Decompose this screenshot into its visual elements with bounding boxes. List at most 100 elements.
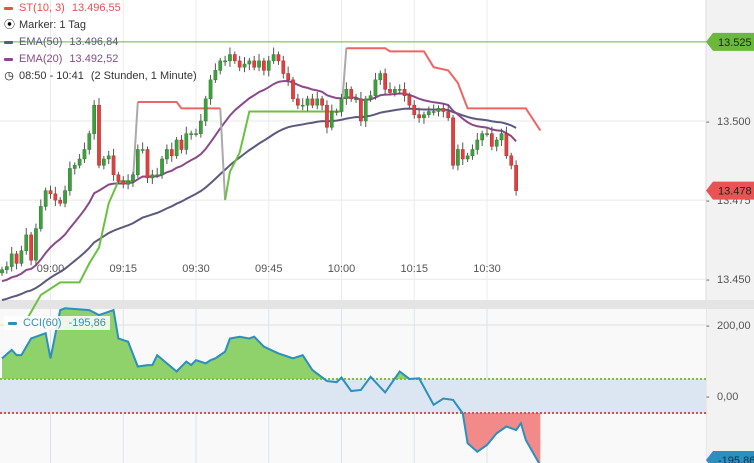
candle [228,47,232,67]
ema50-line [1,107,517,302]
candle [262,57,266,76]
clock-icon: ◷ [4,70,14,82]
horizontal-line-price-tag-bg [706,32,754,51]
candle [145,146,150,183]
candle-body [359,98,363,122]
candle [68,161,72,196]
price-axis-background [706,0,754,463]
candle [165,144,169,164]
candle [431,104,436,116]
candle-body [223,60,227,63]
st-swatch [4,7,13,10]
cci-value: -195,86 [68,317,106,329]
candle-body [475,139,480,150]
candle [140,142,145,154]
candle [77,153,82,169]
candle-body [252,60,257,68]
cci-last-value-tag-bg [706,451,754,463]
candle-body [407,95,412,106]
candle [397,84,402,95]
candle [436,105,441,117]
cci-tick-label: 200,00 [717,320,751,332]
candle-body [286,73,290,81]
horizontal-line-price-tag: 13.525 [718,37,752,49]
candle [247,57,252,71]
candle [441,103,446,118]
legend-st[interactable]: ST(10, 3) 13.496,55 [4,0,197,17]
cci-tick-dash: - [706,391,710,403]
candle [179,134,184,154]
legend-ema50[interactable]: EMA(50) 13.496,84 [4,34,197,51]
candle-body [296,98,300,106]
candle [310,93,315,109]
candle-body [373,79,378,96]
candle-body [422,114,426,119]
candle [155,167,160,178]
marker-label: Marker: 1 Tag [19,19,87,31]
candle-body [43,190,48,207]
candle [465,152,470,162]
cci-legend[interactable]: CCI(60) -195,86 [4,316,110,330]
price-tick-dash: - [706,274,710,286]
candle-body [165,149,169,160]
candle [102,155,106,170]
candle-body [0,269,4,274]
candle-body [354,98,358,101]
candle-body [106,155,111,160]
candle [490,126,494,151]
candle-body [281,60,286,74]
ema50-label: EMA(50) [19,36,63,48]
candle [87,130,92,155]
candle-body [208,79,213,100]
candle [344,82,349,105]
ema20-line [1,79,517,283]
candle-body [135,149,140,176]
supertrend-up-segment [25,180,133,321]
candle [213,63,218,83]
candle [509,152,514,170]
candle [257,53,261,72]
candle-body [465,155,470,160]
st-value: 13.496,55 [71,2,121,14]
last-price-tag: 13.478 [718,186,752,198]
candle-body [509,155,514,166]
legend-marker[interactable]: ⦿ Marker: 1 Tag [4,17,197,34]
candle-body [140,149,145,151]
candle-body [485,133,489,135]
candle-body [490,133,494,147]
candle [329,104,334,131]
candle [184,126,189,155]
candle-body [480,133,484,141]
panel-separator[interactable] [0,300,754,309]
candle [199,114,203,138]
candle [373,72,378,100]
candle-body [87,133,92,150]
candle [480,130,484,146]
candle [402,82,407,102]
candle-body [383,73,387,90]
candle [169,142,174,162]
candle-body [174,139,179,157]
time-tick-label: 09:00 [37,263,65,275]
time-tick-label: 10:30 [473,263,501,275]
candle-body [441,108,446,112]
candle [92,100,97,140]
ema50-swatch [4,41,13,44]
legend-range: ◷ 08:50 - 10:41 (2 Stunden, 1 Minute) [4,68,197,85]
candle [339,93,344,117]
candle [38,199,43,232]
candle [121,176,126,189]
legend-ema20[interactable]: EMA(20) 13.492,52 [4,51,197,68]
candle-body [291,79,295,100]
range-detail: (2 Stunden, 1 Minute) [90,70,197,82]
candle-body [402,89,407,96]
candle [174,136,179,159]
supertrend-down-segment [346,47,542,132]
candle-body [34,228,38,261]
cci-tick-dash: - [706,320,710,332]
time-tick-label: 09:45 [255,263,283,275]
candle [485,128,489,137]
candle [354,93,358,103]
candle-body [446,111,451,119]
